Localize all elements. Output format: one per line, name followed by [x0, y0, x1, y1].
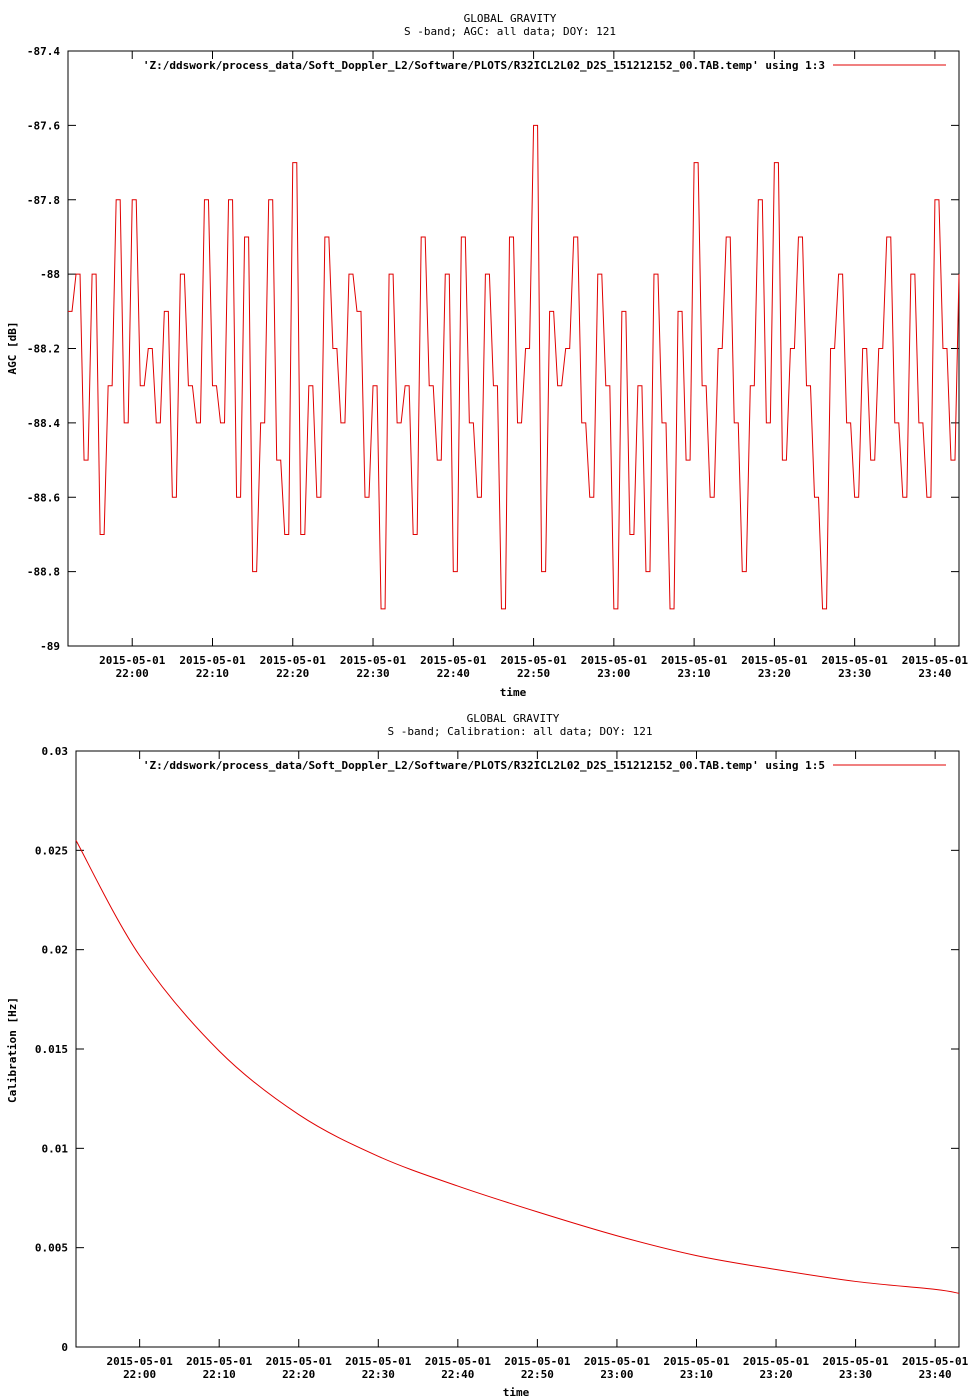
- y-tick-label: 0.01: [42, 1142, 69, 1155]
- x-tick-time-label: 23:30: [839, 1368, 872, 1381]
- x-tick-date-label: 2015-05-01: [425, 1355, 492, 1368]
- x-tick-date-label: 2015-05-01: [581, 654, 648, 667]
- x-tick-date-label: 2015-05-01: [661, 654, 728, 667]
- x-tick-time-label: 23:00: [600, 1368, 633, 1381]
- y-tick-label: -88.6: [27, 491, 60, 504]
- x-tick-date-label: 2015-05-01: [741, 654, 808, 667]
- x-ticks: 2015-05-0122:002015-05-0122:102015-05-01…: [107, 751, 969, 1381]
- y-tick-label: -87.4: [27, 45, 60, 58]
- x-tick-date-label: 2015-05-01: [266, 1355, 333, 1368]
- y-tick-label: -88.4: [27, 417, 60, 430]
- plot-frame: [75, 750, 960, 1348]
- y-axis-label: AGC [dB]: [6, 322, 19, 375]
- legend-label: 'Z:/ddswork/process_data/Soft_Doppler_L2…: [143, 59, 825, 72]
- x-tick-time-label: 23:00: [597, 667, 630, 680]
- x-tick-date-label: 2015-05-01: [500, 654, 567, 667]
- x-tick-time-label: 23:10: [680, 1368, 713, 1381]
- x-tick-time-label: 22:30: [356, 667, 389, 680]
- x-tick-time-label: 22:10: [203, 1368, 236, 1381]
- x-tick-time-label: 22:50: [521, 1368, 554, 1381]
- x-tick-time-label: 22:40: [441, 1368, 474, 1381]
- x-tick-time-label: 22:20: [282, 1368, 315, 1381]
- series-group: [68, 124, 960, 610]
- y-tick-label: -88.8: [27, 566, 60, 579]
- x-tick-time-label: 22:50: [517, 667, 550, 680]
- x-tick-date-label: 2015-05-01: [340, 654, 407, 667]
- y-ticks: 0.03 0.025 0.02 0.015 0.01 0.005 0: [35, 745, 959, 1354]
- x-tick-time-label: 23:40: [919, 1368, 952, 1381]
- y-tick-label: -87.8: [27, 194, 60, 207]
- y-tick-label: -89: [40, 640, 60, 653]
- x-tick-date-label: 2015-05-01: [260, 654, 327, 667]
- x-tick-date-label: 2015-05-01: [179, 654, 246, 667]
- x-ticks: 2015-05-0122:002015-05-0122:102015-05-01…: [99, 51, 968, 680]
- x-tick-date-label: 2015-05-01: [822, 1355, 889, 1368]
- x-tick-time-label: 22:40: [437, 667, 470, 680]
- x-tick-time-label: 23:10: [678, 667, 711, 680]
- y-axis-label: Calibration [Hz]: [6, 997, 19, 1103]
- x-tick-date-label: 2015-05-01: [420, 654, 487, 667]
- x-tick-time-label: 23:20: [759, 1368, 792, 1381]
- y-tick-label: 0.025: [35, 844, 68, 857]
- x-tick-date-label: 2015-05-01: [584, 1355, 651, 1368]
- x-tick-date-label: 2015-05-01: [99, 654, 166, 667]
- x-tick-date-label: 2015-05-01: [902, 1355, 969, 1368]
- x-tick-date-label: 2015-05-01: [186, 1355, 253, 1368]
- chart-subtitle: S -band; Calibration: all data; DOY: 121: [388, 725, 653, 738]
- chart-title: GLOBAL GRAVITY: [464, 12, 557, 25]
- y-tick-label: 0: [61, 1341, 68, 1354]
- legend-label: 'Z:/ddswork/process_data/Soft_Doppler_L2…: [143, 759, 825, 772]
- x-tick-date-label: 2015-05-01: [902, 654, 969, 667]
- x-tick-time-label: 22:00: [123, 1368, 156, 1381]
- series-group: [75, 840, 960, 1294]
- x-tick-time-label: 22:20: [276, 667, 309, 680]
- x-tick-date-label: 2015-05-01: [822, 654, 889, 667]
- y-tick-label: -87.6: [27, 119, 60, 132]
- y-tick-label: 0.02: [42, 944, 69, 957]
- agc-chart: GLOBAL GRAVITY S -band; AGC: all data; D…: [6, 12, 968, 699]
- x-tick-time-label: 23:20: [758, 667, 791, 680]
- y-tick-label: -88.2: [27, 343, 60, 356]
- y-tick-label: -88: [40, 268, 60, 281]
- series-line: [75, 840, 960, 1294]
- x-axis-label: time: [503, 1386, 530, 1399]
- chart-title: GLOBAL GRAVITY: [467, 712, 560, 725]
- x-tick-date-label: 2015-05-01: [107, 1355, 174, 1368]
- x-tick-date-label: 2015-05-01: [504, 1355, 571, 1368]
- series-line: [68, 124, 960, 610]
- x-tick-date-label: 2015-05-01: [743, 1355, 810, 1368]
- y-tick-label: 0.03: [42, 745, 69, 758]
- x-tick-time-label: 23:40: [918, 667, 951, 680]
- x-axis-label: time: [500, 686, 527, 699]
- x-tick-date-label: 2015-05-01: [663, 1355, 730, 1368]
- chart-subtitle: S -band; AGC: all data; DOY: 121: [404, 25, 616, 38]
- y-ticks: -87.4 -87.6 -87.8 -88 -88.2 -88.4 -88.6 -88.8 -8…: [27, 45, 959, 653]
- x-tick-time-label: 22:00: [116, 667, 149, 680]
- x-tick-time-label: 22:10: [196, 667, 229, 680]
- calibration-chart: GLOBAL GRAVITY S -band; Calibration: all…: [6, 712, 969, 1399]
- x-tick-time-label: 23:30: [838, 667, 871, 680]
- y-tick-label: 0.015: [35, 1043, 68, 1056]
- y-tick-label: 0.005: [35, 1242, 68, 1255]
- x-tick-date-label: 2015-05-01: [345, 1355, 412, 1368]
- x-tick-time-label: 22:30: [362, 1368, 395, 1381]
